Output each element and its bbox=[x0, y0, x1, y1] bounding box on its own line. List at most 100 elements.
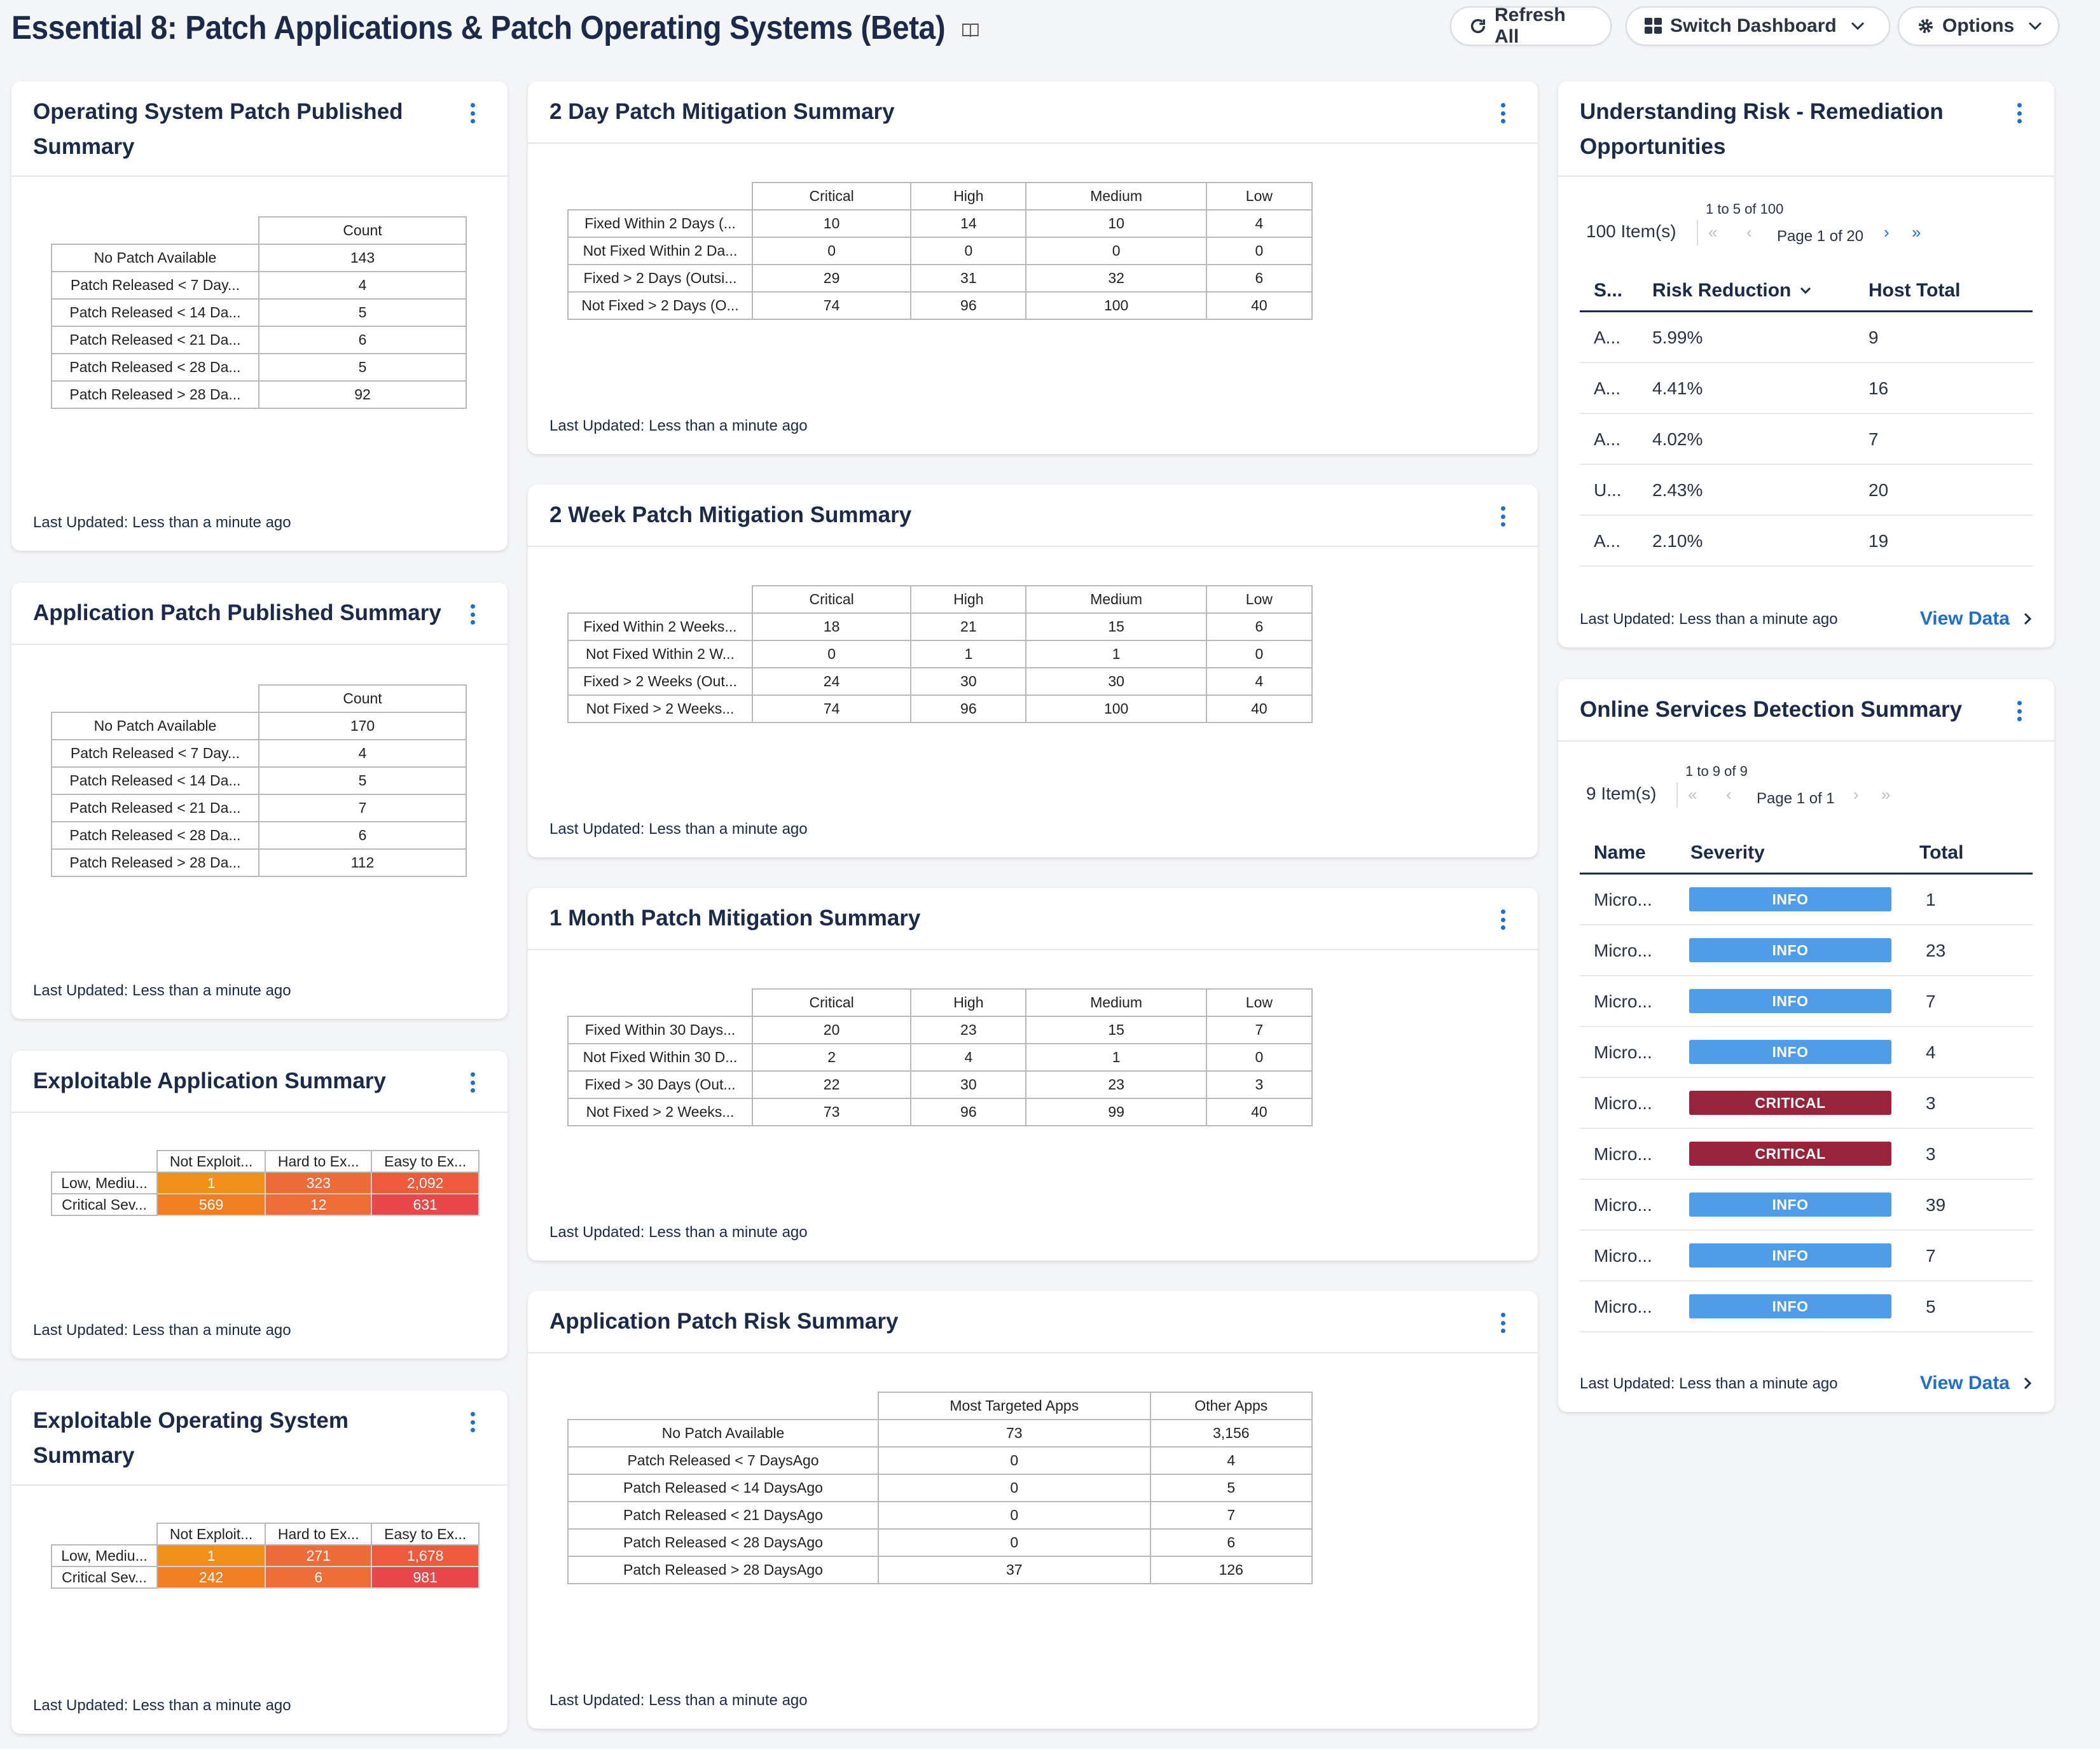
cell-value[interactable]: 7 bbox=[258, 794, 467, 822]
cell-value[interactable]: 0 bbox=[751, 237, 912, 265]
kebab-menu-icon[interactable] bbox=[469, 604, 476, 625]
cell-value[interactable]: 1 bbox=[910, 640, 1027, 668]
cell-value[interactable]: 23 bbox=[1025, 1070, 1207, 1099]
cell-value[interactable]: 73 bbox=[878, 1419, 1151, 1448]
cell-value[interactable]: 1 bbox=[1025, 640, 1207, 668]
cell-value[interactable]: 40 bbox=[1205, 291, 1313, 320]
kebab-menu-icon[interactable] bbox=[469, 103, 476, 123]
cell-value[interactable]: 6 bbox=[1149, 1528, 1313, 1557]
list-item[interactable]: Micro... INFO 5 bbox=[1580, 1282, 2033, 1332]
kebab-menu-icon[interactable] bbox=[2016, 701, 2022, 721]
column-header-risk-reduction[interactable]: Risk Reduction bbox=[1652, 280, 1811, 301]
cell-value[interactable]: 5 bbox=[258, 298, 467, 327]
first-page-icon[interactable]: « bbox=[1708, 223, 1718, 242]
list-item[interactable]: A... 4.02% 7 bbox=[1580, 414, 2033, 465]
cell-value[interactable]: 30 bbox=[1025, 667, 1207, 696]
cell-value[interactable]: 18 bbox=[751, 612, 912, 641]
cell-value[interactable]: 2 bbox=[751, 1043, 912, 1072]
cell-value[interactable]: 96 bbox=[910, 1098, 1027, 1126]
prev-page-icon[interactable]: ‹ bbox=[1726, 785, 1732, 804]
cell-value[interactable]: 0 bbox=[910, 237, 1027, 265]
kebab-menu-icon[interactable] bbox=[469, 1412, 476, 1432]
cell-value[interactable]: 74 bbox=[751, 291, 912, 320]
cell-value[interactable]: 100 bbox=[1025, 291, 1207, 320]
cell-value[interactable]: 0 bbox=[1205, 640, 1313, 668]
book-icon[interactable] bbox=[962, 22, 979, 38]
heat-cell[interactable]: 242 bbox=[156, 1566, 266, 1589]
list-item[interactable]: U... 2.43% 20 bbox=[1580, 465, 2033, 516]
cell-value[interactable]: 23 bbox=[910, 1016, 1027, 1044]
cell-value[interactable]: 40 bbox=[1205, 1098, 1313, 1126]
kebab-menu-icon[interactable] bbox=[1500, 506, 1506, 527]
list-item[interactable]: Micro... INFO 4 bbox=[1580, 1027, 2033, 1078]
cell-value[interactable]: 74 bbox=[751, 695, 912, 723]
heat-cell[interactable]: 1 bbox=[156, 1544, 266, 1567]
cell-value[interactable]: 0 bbox=[1025, 237, 1207, 265]
last-page-icon[interactable]: » bbox=[1912, 223, 1921, 242]
cell-value[interactable]: 15 bbox=[1025, 1016, 1207, 1044]
list-item[interactable]: Micro... CRITICAL 3 bbox=[1580, 1129, 2033, 1180]
cell-value[interactable]: 92 bbox=[258, 380, 467, 409]
kebab-menu-icon[interactable] bbox=[2016, 103, 2022, 123]
view-data-link[interactable]: View Data bbox=[1920, 608, 2031, 630]
column-header-total[interactable]: Total bbox=[1919, 842, 1964, 863]
cell-value[interactable]: 170 bbox=[258, 712, 467, 740]
cell-value[interactable]: 4 bbox=[1149, 1446, 1313, 1475]
cell-value[interactable]: 22 bbox=[751, 1070, 912, 1099]
cell-value[interactable]: 29 bbox=[751, 264, 912, 293]
cell-value[interactable]: 1 bbox=[1025, 1043, 1207, 1072]
cell-value[interactable]: 30 bbox=[910, 667, 1027, 696]
heat-cell[interactable]: 569 bbox=[156, 1193, 266, 1216]
cell-value[interactable]: 7 bbox=[1149, 1501, 1313, 1530]
heat-cell[interactable]: 631 bbox=[371, 1193, 480, 1216]
cell-value[interactable]: 0 bbox=[878, 1528, 1151, 1557]
cell-value[interactable]: 99 bbox=[1025, 1098, 1207, 1126]
heat-cell[interactable]: 271 bbox=[265, 1544, 373, 1567]
cell-value[interactable]: 24 bbox=[751, 667, 912, 696]
switch-dashboard-button[interactable]: Switch Dashboard bbox=[1626, 6, 1890, 46]
list-item[interactable]: A... 4.41% 16 bbox=[1580, 363, 2033, 414]
kebab-menu-icon[interactable] bbox=[1500, 909, 1506, 930]
first-page-icon[interactable]: « bbox=[1688, 785, 1697, 804]
cell-value[interactable]: 10 bbox=[751, 209, 912, 238]
cell-value[interactable]: 3,156 bbox=[1149, 1419, 1313, 1448]
options-button[interactable]: Options bbox=[1898, 6, 2059, 46]
cell-value[interactable]: 30 bbox=[910, 1070, 1027, 1099]
cell-value[interactable]: 5 bbox=[1149, 1474, 1313, 1502]
heat-cell[interactable]: 12 bbox=[265, 1193, 373, 1216]
cell-value[interactable]: 4 bbox=[1205, 667, 1313, 696]
heat-cell[interactable]: 981 bbox=[371, 1566, 480, 1589]
list-item[interactable]: Micro... CRITICAL 3 bbox=[1580, 1078, 2033, 1129]
kebab-menu-icon[interactable] bbox=[1500, 103, 1506, 123]
cell-value[interactable]: 4 bbox=[258, 271, 467, 300]
list-item[interactable]: Micro... INFO 39 bbox=[1580, 1180, 2033, 1231]
cell-value[interactable]: 6 bbox=[258, 326, 467, 354]
heat-cell[interactable]: 1,678 bbox=[371, 1544, 480, 1567]
cell-value[interactable]: 14 bbox=[910, 209, 1027, 238]
cell-value[interactable]: 126 bbox=[1149, 1556, 1313, 1584]
cell-value[interactable]: 5 bbox=[258, 353, 467, 382]
heat-cell[interactable]: 1 bbox=[156, 1172, 266, 1194]
cell-value[interactable]: 6 bbox=[258, 821, 467, 850]
cell-value[interactable]: 6 bbox=[1205, 612, 1313, 641]
cell-value[interactable]: 7 bbox=[1205, 1016, 1313, 1044]
cell-value[interactable]: 37 bbox=[878, 1556, 1151, 1584]
cell-value[interactable]: 10 bbox=[1025, 209, 1207, 238]
cell-value[interactable]: 112 bbox=[258, 848, 467, 877]
cell-value[interactable]: 20 bbox=[751, 1016, 912, 1044]
prev-page-icon[interactable]: ‹ bbox=[1746, 223, 1752, 242]
cell-value[interactable]: 4 bbox=[258, 739, 467, 768]
kebab-menu-icon[interactable] bbox=[469, 1072, 476, 1093]
cell-value[interactable]: 31 bbox=[910, 264, 1027, 293]
cell-value[interactable]: 0 bbox=[878, 1501, 1151, 1530]
list-item[interactable]: A... 5.99% 9 bbox=[1580, 312, 2033, 363]
cell-value[interactable]: 4 bbox=[1205, 209, 1313, 238]
cell-value[interactable]: 96 bbox=[910, 291, 1027, 320]
column-header-host-total[interactable]: Host Total bbox=[1869, 280, 1961, 301]
last-page-icon[interactable]: » bbox=[1881, 785, 1891, 804]
list-item[interactable]: Micro... INFO 1 bbox=[1580, 874, 2033, 925]
cell-value[interactable]: 0 bbox=[751, 640, 912, 668]
refresh-all-button[interactable]: Refresh All bbox=[1450, 4, 1612, 47]
kebab-menu-icon[interactable] bbox=[1500, 1313, 1506, 1333]
heat-cell[interactable]: 2,092 bbox=[371, 1172, 480, 1194]
